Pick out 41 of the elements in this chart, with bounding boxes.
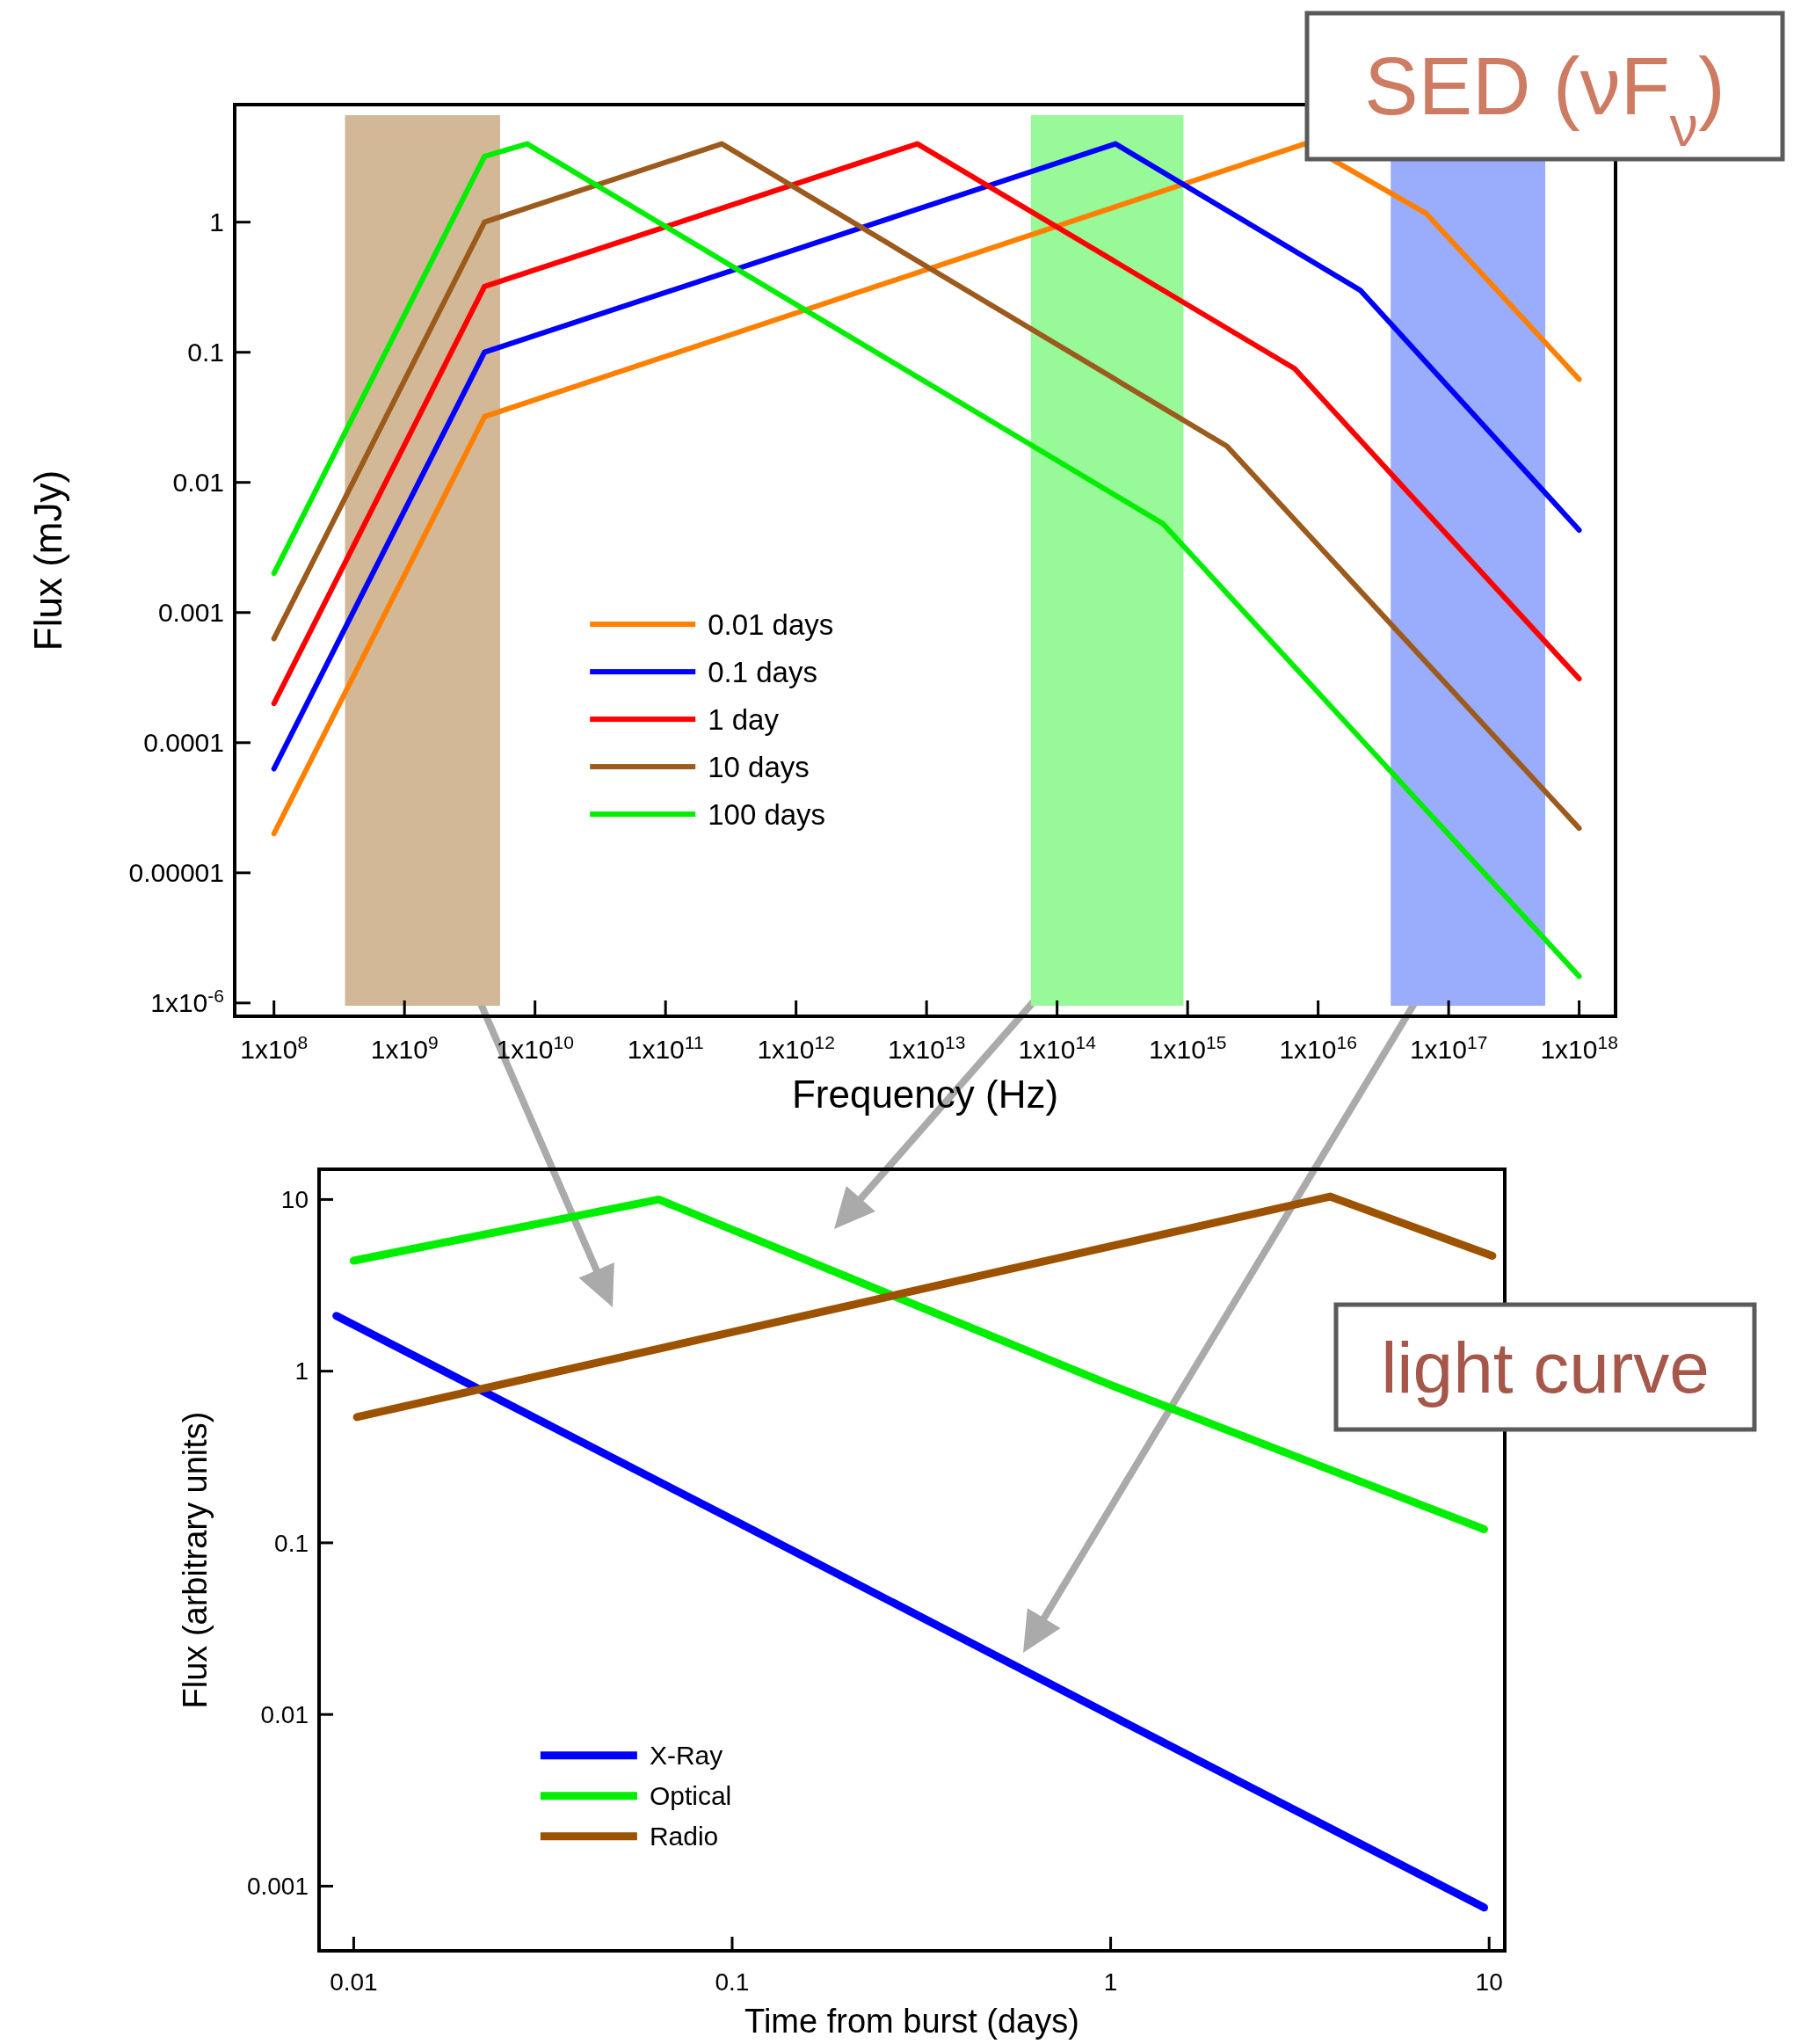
legend-label: 1 day [708, 702, 780, 736]
x-tick-label: 1x10$^{9}$ [370, 1031, 439, 1064]
x-tick-label: 10 [1475, 1968, 1503, 1996]
x-axis-title: Frequency (Hz) [791, 1073, 1059, 1116]
y-tick-label: 0.01 [172, 468, 224, 498]
x-tick-label: 1x10$^{15}$ [1148, 1031, 1227, 1064]
y-tick-label: 0.001 [157, 598, 224, 628]
x-tick-label: 1x10$^{16}$ [1279, 1031, 1357, 1064]
legend-label: Optical [649, 1781, 732, 1811]
legend-label: 10 days [708, 750, 810, 783]
y-axis-title: Flux (mJy) [26, 469, 69, 651]
y-tick-label: 0.1 [274, 1529, 309, 1557]
x-tick-label: 1x10$^{18}$ [1540, 1031, 1618, 1064]
y-tick-label: 0.01 [260, 1700, 309, 1728]
x-tick-label: 1x10$^{12}$ [757, 1031, 835, 1064]
y-axis-title: Flux (arbitrary units) [177, 1411, 214, 1709]
legend-label: 0.1 days [708, 655, 817, 688]
x-tick-label: 1x10$^{14}$ [1018, 1031, 1097, 1064]
legend-label: 100 days [708, 797, 826, 831]
annotation: SED (νF$_{ν}$) [1364, 41, 1725, 159]
y-tick-label: 0.001 [246, 1873, 309, 1901]
x-tick-label: 1x10$^{10}$ [496, 1031, 574, 1064]
x-tick-label: 1x10$^{17}$ [1409, 1031, 1488, 1064]
x-tick-label: 0.1 [715, 1968, 750, 1996]
x-axis-title: Time from burst (days) [744, 2003, 1079, 2040]
legend-label: 0.01 days [708, 607, 834, 641]
x-tick-label: 0.01 [330, 1968, 378, 1996]
x-tick-label: 1 [1103, 1968, 1118, 1996]
y-tick-label: 1x10$^{-6}$ [150, 985, 224, 1018]
y-tick-label: 1 [294, 1357, 309, 1386]
x-tick-label: 1x10$^{13}$ [887, 1031, 966, 1064]
legend-label: X-Ray [649, 1741, 723, 1771]
legend-label: Radio [649, 1822, 719, 1851]
x-tick-label: 1x10$^{8}$ [240, 1031, 309, 1064]
y-tick-label: 0.1 [187, 338, 224, 367]
y-tick-label: 10 [280, 1186, 309, 1214]
y-tick-label: 0.00001 [128, 858, 224, 888]
x-tick-label: 1x10$^{11}$ [627, 1031, 704, 1064]
annotation: light curve [1381, 1327, 1710, 1408]
y-tick-label: 1 [209, 207, 224, 237]
y-tick-label: 0.0001 [143, 728, 224, 758]
